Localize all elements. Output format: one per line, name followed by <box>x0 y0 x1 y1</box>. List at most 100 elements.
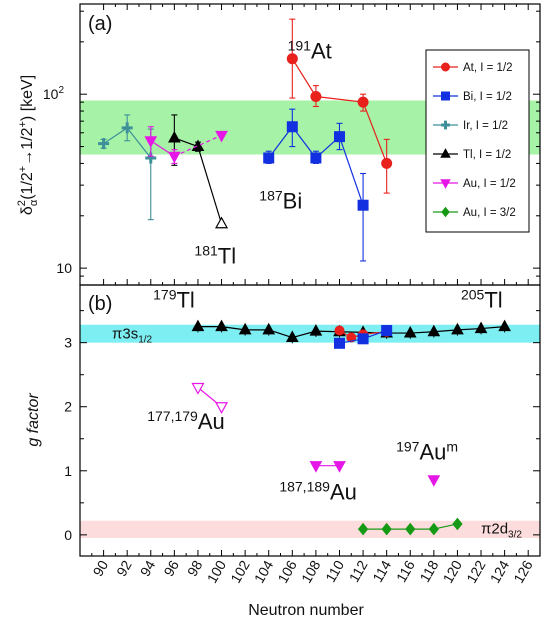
panel-b-label: (b) <box>88 293 112 315</box>
legend-marker <box>441 206 450 218</box>
x-tick-label: 114 <box>369 557 394 585</box>
at-gfactor-point <box>346 332 357 343</box>
bi-point <box>263 152 275 164</box>
au-point <box>144 136 158 148</box>
au-gfactor-point <box>333 461 346 473</box>
y-tick-label: 3 <box>64 335 72 351</box>
at-point <box>381 157 393 169</box>
legend-marker <box>440 179 451 189</box>
tl-gfactor-point <box>474 321 488 334</box>
x-tick-label: 124 <box>487 557 513 585</box>
y-tick-label: 1 <box>64 463 72 479</box>
panel-b-annotations: 179Tl 205Tl 177,179Au 187,189Au 197Aum <box>147 286 502 504</box>
au-gfactor-point <box>309 461 323 473</box>
panel-a-label: (a) <box>88 13 112 35</box>
x-tick-label: 102 <box>227 557 253 585</box>
legend-marker <box>441 62 450 72</box>
au-point <box>168 151 181 164</box>
legend-label: Au, I = 1/2 <box>463 178 516 190</box>
x-tick-label: 100 <box>204 557 230 585</box>
au-gfactor-point <box>427 475 441 487</box>
x-tick-label: 92 <box>113 557 135 579</box>
au-gfactor-point <box>428 522 439 536</box>
panel-a-ylabel: δ2α(1/2+→1/2+) [keV] <box>16 75 40 215</box>
y-tick-label: 102 <box>43 85 65 102</box>
x-tick-label: 120 <box>439 557 465 585</box>
x-tick-label: 108 <box>298 557 324 585</box>
tl-gfactor-point <box>427 324 441 337</box>
x-tick-label: 126 <box>510 557 536 585</box>
y-tick-label: 10 <box>56 260 72 276</box>
bi-point <box>357 199 369 211</box>
y-tick-label: 0 <box>64 527 72 543</box>
shell-model-band <box>80 520 540 539</box>
x-tick-label: 116 <box>393 557 418 585</box>
at-point <box>310 90 322 102</box>
bi-gfactor-point <box>333 337 345 349</box>
panel-b-xtick-labels: 90 92 94 96 98100102104106108110112114116118… <box>90 557 536 585</box>
x-tick-label: 118 <box>416 557 441 585</box>
bi-gfactor-point <box>357 333 369 345</box>
nuclide-label-au: 197Aum <box>396 438 458 464</box>
au-gfactor-point <box>191 382 205 395</box>
nuclide-label-tl: 179Tl <box>153 286 195 312</box>
tl-gfactor-point <box>498 319 511 332</box>
ir-connector <box>126 127 152 159</box>
bi-point <box>333 131 345 143</box>
x-tick-label: 112 <box>346 557 371 585</box>
at-connector <box>315 95 364 103</box>
tl-point <box>168 130 181 143</box>
bi-point <box>286 121 298 133</box>
panel-b-frame <box>79 284 541 557</box>
au-gfactor-point <box>381 522 392 536</box>
ir-point <box>121 122 133 134</box>
au-connector <box>174 134 222 157</box>
tl-gfactor-point <box>215 319 228 332</box>
panel-a: 10 102 (a) δ2α(1/2+→1/2+) [keV] 191At 187B… <box>16 3 541 286</box>
au-gfactor-point <box>452 517 463 531</box>
legend-label: Tl, I = 1/2 <box>463 149 511 161</box>
tl-point <box>191 139 205 152</box>
nuclide-label-at: 191At <box>288 38 332 64</box>
x-tick-label: 94 <box>137 557 159 579</box>
legend: At, I = 1/2 Bi, I = 1/2 Ir, I = 1/2 Tl, I =… <box>425 49 530 233</box>
panel-b-ylabel: g factor <box>25 393 42 447</box>
panel-b-ticks: 0 1 2 3 <box>64 310 541 556</box>
at-connector <box>362 101 388 164</box>
legend-label: At, I = 1/2 <box>463 62 513 74</box>
at-connector <box>291 58 317 97</box>
x-tick-label: 96 <box>160 557 182 579</box>
panel-b-series <box>191 319 511 536</box>
tl-gfactor-point <box>238 322 252 335</box>
nuclide-label-au: 187,189Au <box>279 479 357 505</box>
x-tick-label: 110 <box>322 557 347 585</box>
tl-point <box>215 216 229 229</box>
au-gfactor-point <box>405 522 416 536</box>
x-tick-label: 104 <box>251 557 277 585</box>
nuclide-label-bi: 187Bi <box>259 188 302 214</box>
legend-box <box>425 49 530 233</box>
panel-b-xlabel: Neutron number <box>248 602 364 619</box>
legend-marker <box>441 91 450 101</box>
au-point <box>215 130 228 143</box>
at-gfactor-point <box>334 325 345 336</box>
tl-gfactor-point <box>403 326 417 338</box>
ir-point <box>98 138 110 150</box>
nuclide-label-tl: 205Tl <box>461 286 503 312</box>
tl-gfactor-point <box>262 322 276 335</box>
au-gfactor-point <box>357 522 369 536</box>
au-gfactor-point <box>215 402 229 414</box>
legend-label: Bi, I = 1/2 <box>463 91 512 103</box>
legend-label: Au, I = 3/2 <box>463 207 516 219</box>
tl-gfactor-point <box>191 319 205 332</box>
x-tick-label: 122 <box>463 557 489 585</box>
y-tick-label: 2 <box>64 399 72 415</box>
panel-a-series <box>98 18 393 262</box>
legend-label: Ir, I = 1/2 <box>463 120 508 132</box>
at-point <box>357 96 369 108</box>
legend-marker <box>440 148 451 158</box>
bi-gfactor-point <box>381 324 393 336</box>
bi-connector <box>338 136 364 206</box>
